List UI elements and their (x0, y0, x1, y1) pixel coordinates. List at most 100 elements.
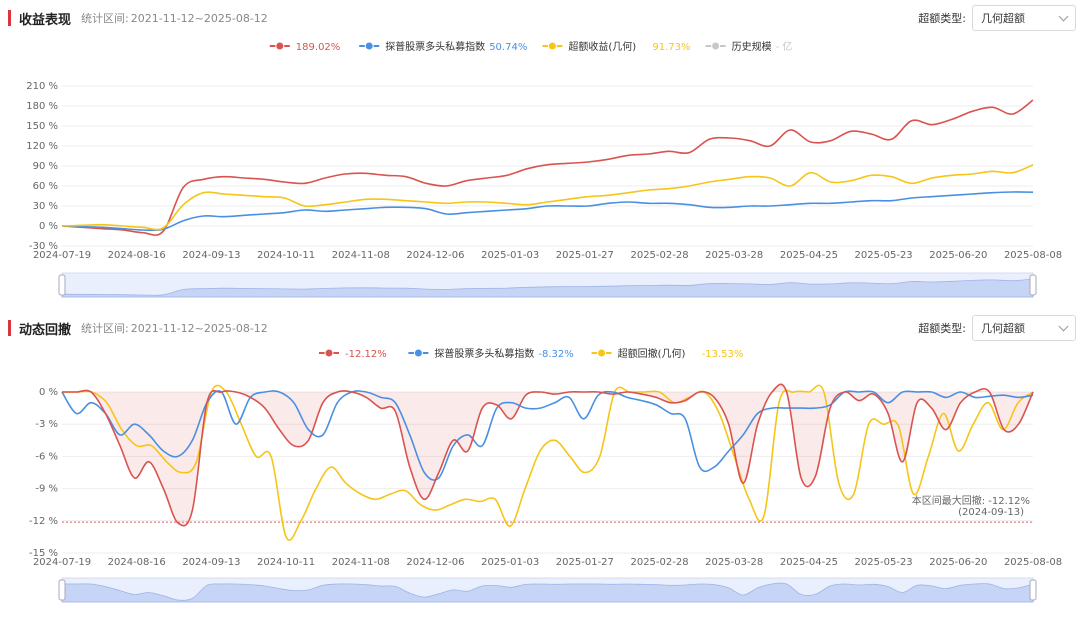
fund-return-line[interactable] (61, 99, 1034, 236)
x-tick-label: 2025-08-08 (1004, 557, 1062, 568)
x-tick-label: 2024-10-11 (257, 250, 315, 261)
drawdown-select-value: 几何超额 (981, 322, 1025, 335)
legend-marker (711, 41, 721, 51)
legend-label: 超额回撤(几何) (618, 347, 686, 360)
slider-handle-left[interactable] (58, 274, 66, 296)
max-drawdown-annotation: 本区间最大回撤: -12.12% (912, 494, 1030, 507)
legend-item-0[interactable]: -12.12% (319, 348, 387, 360)
legend-item-3[interactable]: 历史规模 - 亿 (705, 40, 793, 53)
drawdown-period-label: 统计区间: (81, 322, 129, 335)
excess-drawdown-line[interactable] (62, 384, 1034, 541)
drawdown-title: 动态回撤 (19, 322, 72, 338)
x-tick-label: 2024-08-16 (108, 250, 166, 261)
drawdown-excess-select[interactable]: 几何超额 (972, 315, 1076, 341)
x-tick-label: 2025-01-27 (556, 557, 614, 568)
section-accent-bar (8, 320, 11, 336)
x-tick-label: 2025-03-28 (705, 250, 763, 261)
drawdown-excess-type: 超额类型: 几何超额 (918, 315, 1076, 341)
legend-label: 探普股票多头私募指数 (434, 347, 534, 360)
y-tick-label: 0 % (39, 387, 58, 398)
legend-marker (275, 41, 285, 51)
index-drawdown-line[interactable] (61, 390, 1034, 481)
legend-marker (324, 348, 334, 358)
x-tick-label: 2025-04-25 (780, 250, 838, 261)
x-tick-label: 2025-08-08 (1004, 250, 1062, 261)
y-tick-label: 120 % (26, 141, 58, 152)
y-tick-label: -30 % (29, 241, 58, 252)
legend-item-0[interactable]: 189.02% (269, 41, 341, 53)
excess-return-line[interactable] (61, 164, 1034, 231)
legend-value: -12.12% (345, 349, 387, 360)
x-tick-label: 2024-11-08 (332, 557, 390, 568)
x-tick-label: 2024-08-16 (108, 557, 166, 568)
x-tick-label: 2025-06-20 (929, 250, 987, 261)
returns-excess-type: 超额类型: 几何超额 (918, 5, 1076, 31)
legend-value: 50.74% (489, 42, 527, 53)
fund-drawdown-area (62, 384, 1033, 526)
y-tick-label: -15 % (29, 548, 58, 559)
x-tick-label: 2024-11-08 (332, 250, 390, 261)
legend-value: -8.32% (538, 349, 573, 360)
slider-preview (61, 582, 1034, 603)
max-drawdown-date: (2024-09-13) (958, 507, 1024, 518)
x-tick-label: 2025-05-23 (855, 250, 913, 261)
legend-value: - 亿 (776, 40, 793, 53)
y-tick-label: 60 % (33, 181, 58, 192)
x-tick-label: 2025-02-28 (630, 557, 688, 568)
drawdown-select-label: 超额类型: (918, 322, 966, 335)
y-tick-label: -3 % (35, 419, 58, 430)
legend-marker (364, 41, 374, 51)
legend-item-2[interactable]: 超额收益(几何) 91.73% (542, 40, 691, 53)
drawdown-period: 2021-11-12~2025-08-12 (130, 321, 268, 335)
legend-marker (597, 348, 607, 358)
grid: -30 % 0 % 30 % 60 % 90 % 120 % 150 % 180 % 210 % (26, 81, 1033, 252)
x-tick-label: 2025-06-20 (929, 557, 987, 568)
returns-select-value: 几何超额 (981, 12, 1025, 25)
x-tick-label: 2025-05-23 (855, 557, 913, 568)
section-accent-bar (8, 10, 11, 26)
y-tick-label: 30 % (33, 201, 58, 212)
y-tick-label: -9 % (35, 484, 58, 495)
slider-handle-right[interactable] (1029, 579, 1037, 601)
legend: 189.02% 探普股票多头私募指数 50.74% 超额收益(几何) 91.73% 历史规… (269, 40, 793, 53)
legend-item-2[interactable]: 超额回撤(几何) -13.53% (591, 347, 744, 360)
returns-header: 收益表现 统计区间: 2021-11-12~2025-08-12 (8, 8, 268, 28)
x-tick-label: 2025-04-25 (780, 557, 838, 568)
returns-period: 2021-11-12~2025-08-12 (130, 11, 268, 25)
fund-drawdown-line[interactable] (62, 383, 1034, 527)
drawdown-chart[interactable]: -12.12% 探普股票多头私募指数 -8.32% 超额回撤(几何) -13.53%-1… (0, 310, 1080, 618)
returns-range-slider[interactable] (58, 272, 1037, 298)
legend-label: 历史规模 (732, 40, 772, 53)
returns-excess-select[interactable]: 几何超额 (972, 5, 1076, 31)
y-tick-label: 180 % (26, 101, 58, 112)
y-tick-label: 0 % (39, 221, 58, 232)
legend-item-1[interactable]: 探普股票多头私募指数 -8.32% (408, 347, 574, 360)
returns-select-label: 超额类型: (918, 12, 966, 25)
legend-value: 91.73% (652, 42, 690, 53)
slider-handle-right[interactable] (1029, 274, 1037, 296)
slider-handle-left[interactable] (58, 579, 66, 601)
y-tick-label: -12 % (29, 516, 58, 527)
y-tick-label: 210 % (26, 81, 58, 92)
x-tick-label: 2024-09-13 (182, 557, 240, 568)
x-tick-label: 2025-02-28 (630, 250, 688, 261)
index-return-line[interactable] (61, 191, 1034, 232)
legend-label: 探普股票多头私募指数 (385, 40, 485, 53)
legend-marker (547, 41, 557, 51)
y-tick-label: 90 % (33, 161, 58, 172)
returns-panel: 收益表现 统计区间: 2021-11-12~2025-08-12 超额类型: 几… (0, 0, 1080, 305)
drawdown-panel: 动态回撤 统计区间: 2021-11-12~2025-08-12 超额类型: 几… (0, 310, 1080, 618)
legend: -12.12% 探普股票多头私募指数 -8.32% 超额回撤(几何) -13.53% (319, 347, 743, 360)
legend-marker (413, 348, 423, 358)
y-tick-label: -6 % (35, 451, 58, 462)
x-tick-label: 2025-01-03 (481, 250, 539, 261)
drawdown-header: 动态回撤 统计区间: 2021-11-12~2025-08-12 (8, 318, 268, 338)
x-tick-label: 2025-01-03 (481, 557, 539, 568)
x-tick-label: 2024-07-19 (33, 557, 91, 568)
returns-chart[interactable]: 189.02% 探普股票多头私募指数 50.74% 超额收益(几何) 91.73% 历史规… (0, 0, 1080, 305)
legend-item-1[interactable]: 探普股票多头私募指数 50.74% (359, 40, 527, 53)
returns-period-label: 统计区间: (81, 12, 129, 25)
drawdown-range-slider[interactable] (58, 577, 1037, 603)
x-tick-label: 2025-03-28 (705, 557, 763, 568)
x-tick-label: 2025-01-27 (556, 250, 614, 261)
